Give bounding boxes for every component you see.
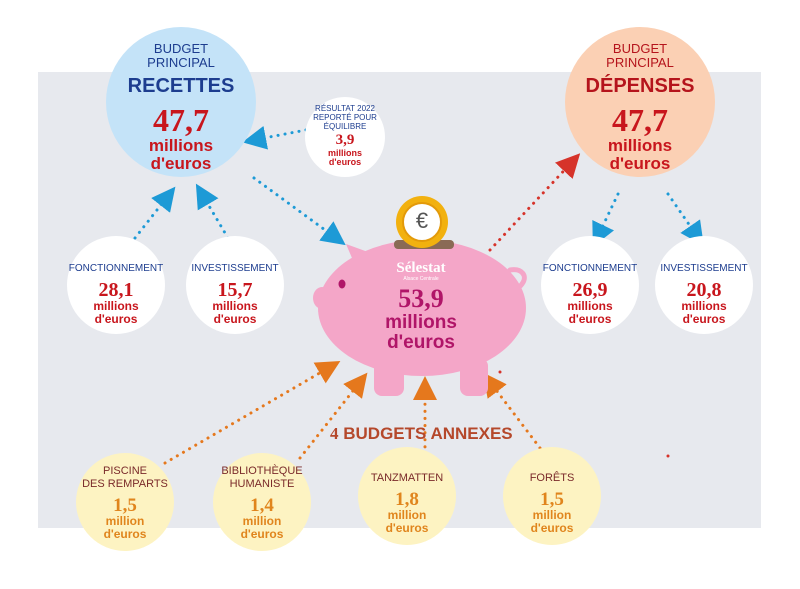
arrow-depenses-to-invest (666, 192, 704, 246)
depenses-circle (565, 27, 715, 177)
recettes-label-main: RECETTES (127, 75, 235, 97)
annexe-bibliotheque-unit-1: million (242, 514, 282, 528)
annexe-tanzmatten-unit-1: million (387, 508, 427, 522)
depenses-fonctionnement-label: FONCTIONNEMENT (542, 263, 638, 274)
decor-dot (498, 370, 502, 374)
arrow-fonct-to-recettes (133, 186, 176, 240)
arrow-resultat-to-recettes (242, 125, 308, 150)
recettes-label-top: BUDGET PRINCIPAL (147, 41, 215, 70)
depenses-fonctionnement-circle (541, 236, 639, 334)
resultat-unit-1: millions (327, 148, 362, 158)
recettes-investissement-unit-1: millions (212, 299, 258, 313)
recettes-amount: 47,7 (153, 102, 209, 138)
arrow-piscine-to-piggy (163, 360, 341, 465)
brand-name: Sélestat (396, 260, 446, 276)
annexes-title: 4 BUDGETS ANNEXES (330, 424, 513, 444)
annexe-piscine-amount: 1,5 (113, 495, 137, 516)
depenses-investissement-amount: 20,8 (686, 279, 722, 301)
brand-sub: Alsace Centrale (403, 276, 439, 282)
recettes-circle (106, 27, 256, 177)
depenses-investissement-label: INVESTISSEMENT (660, 263, 748, 274)
depenses-investissement-circle (655, 236, 753, 334)
arrow-forets-to-piggy (482, 372, 542, 450)
recettes-fonctionnement-circle (67, 236, 165, 334)
depenses-fonctionnement-unit-1: millions (567, 299, 613, 313)
annexe-piscine-circle (76, 453, 174, 551)
arrow-invest-to-recettes (195, 183, 230, 240)
recettes-investissement-label: INVESTISSEMENT (191, 263, 279, 274)
recettes-investissement-amount: 15,7 (217, 279, 253, 301)
annexe-forets-circle (503, 447, 601, 545)
total-unit-1: millions (385, 312, 457, 333)
total-block: Sélestat Alsace Centrale 53,9 millions d… (355, 260, 487, 353)
depenses-fonctionnement-amount: 26,9 (572, 279, 608, 301)
annexe-bibliotheque-amount: 1,4 (250, 495, 274, 516)
euro-coin-icon (396, 196, 448, 248)
annexe-forets-unit-1: million (532, 508, 572, 522)
piggy-bank-icon (313, 240, 527, 396)
resultat-label: RÉSULTAT 2022 REPORTÉ POUR ÉQUILIBRE (313, 104, 377, 131)
depenses-amount: 47,7 (612, 102, 668, 138)
annexe-tanzmatten-unit-2: d'euros (385, 521, 429, 535)
recettes-fonctionnement-unit-2: d'euros (94, 312, 138, 326)
annexe-tanzmatten-circle (358, 447, 456, 545)
annexe-tanzmatten-label: TANZMATTEN (370, 472, 444, 484)
annexes-title-text: BUDGETS ANNEXES (343, 424, 513, 443)
arrow-biblio-to-piggy (298, 372, 368, 460)
depenses-unit-1: millions (607, 136, 673, 155)
annexe-bibliotheque-circle (213, 453, 311, 551)
annexe-bibliotheque-label: BIBLIOTHÈQUE HUMANISTE (221, 465, 303, 490)
annexe-forets-label: FORÊTS (529, 472, 575, 484)
annexe-piscine-unit-1: million (105, 514, 145, 528)
annexes-count: 4 (330, 424, 339, 443)
depenses-label-top: BUDGET PRINCIPAL (606, 41, 674, 70)
resultat-unit-2: d'euros (328, 157, 362, 167)
annexe-piscine-unit-2: d'euros (103, 527, 147, 541)
depenses-fonctionnement-unit-2: d'euros (568, 312, 612, 326)
annexe-piscine-label: PISCINE DES REMPARTS (82, 465, 168, 490)
annexe-forets-amount: 1,5 (540, 489, 564, 510)
annexe-bibliotheque-unit-2: d'euros (240, 527, 284, 541)
depenses-investissement-unit-1: millions (681, 299, 727, 313)
recettes-investissement-unit-2: d'euros (213, 312, 257, 326)
recettes-investissement-circle (186, 236, 284, 334)
depenses-investissement-unit-2: d'euros (682, 312, 726, 326)
recettes-fonctionnement-label: FONCTIONNEMENT (68, 263, 164, 274)
resultat-circle (305, 97, 385, 177)
coin-symbol: € (415, 208, 429, 233)
total-unit-2: d'euros (387, 332, 455, 353)
arrow-piggy-to-depenses (488, 153, 581, 252)
resultat-amount: 3,9 (335, 132, 355, 148)
recettes-unit-2: d'euros (150, 154, 212, 173)
recettes-fonctionnement-amount: 28,1 (98, 279, 134, 301)
depenses-unit-2: d'euros (609, 154, 671, 173)
recettes-unit-1: millions (148, 136, 214, 155)
annexe-forets-unit-2: d'euros (530, 521, 574, 535)
total-amount: 53,9 (398, 284, 444, 313)
annexe-tanzmatten-amount: 1,8 (395, 489, 419, 510)
decor-dot (666, 454, 670, 458)
arrow-recettes-to-piggy (252, 176, 346, 246)
depenses-label-main: DÉPENSES (585, 75, 695, 97)
arrow-depenses-to-fonct (592, 192, 620, 247)
recettes-fonctionnement-unit-1: millions (93, 299, 139, 313)
